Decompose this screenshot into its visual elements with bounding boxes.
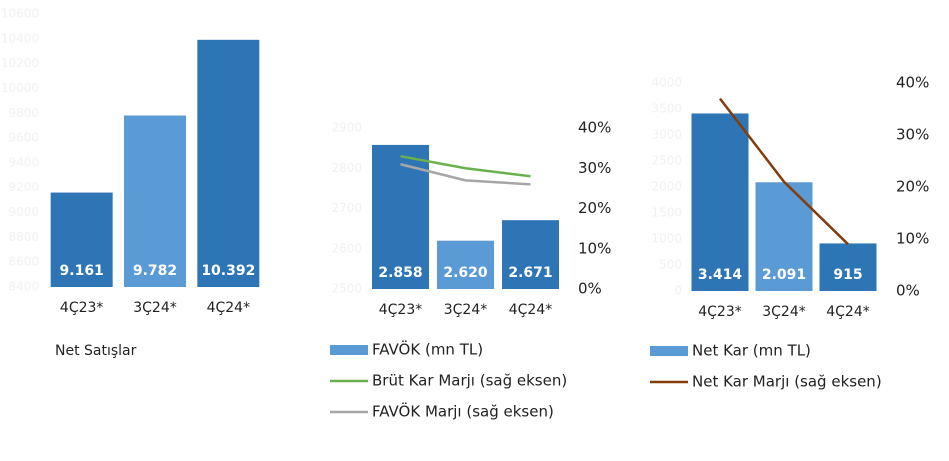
line <box>400 154 531 178</box>
x-tick-label: 4Ç24* <box>509 302 553 318</box>
legend-swatch <box>650 346 688 356</box>
value-label: 9.782 <box>133 263 177 279</box>
bar <box>502 220 559 289</box>
y2-tick-label: 20% <box>578 199 611 217</box>
y2-tick-label: 30% <box>578 159 611 177</box>
y2-tick-label: 10% <box>578 239 611 257</box>
value-label: 2.620 <box>443 265 488 281</box>
legend-label: Brüt Kar Marjı (sağ eksen) <box>372 372 567 390</box>
legend-swatch <box>330 345 368 355</box>
value-label: 2.858 <box>378 265 422 281</box>
x-tick-label: 4Ç24* <box>826 304 870 320</box>
legend-label: Net Kar Marjı (sağ eksen) <box>692 373 882 391</box>
y-tick-label: 4000 <box>651 76 682 90</box>
line <box>719 97 849 246</box>
x-tick-label: 4Ç23* <box>698 304 742 320</box>
y-tick-label: 10000 <box>1 81 39 95</box>
y-tick-label: 10200 <box>1 56 39 70</box>
y-tick-label: 9600 <box>8 131 39 145</box>
value-label: 3.414 <box>698 267 743 283</box>
chart-title: Net Satışlar <box>55 343 137 359</box>
bar <box>691 113 749 291</box>
x-tick-label: 4Ç23* <box>60 300 104 316</box>
y-tick-label: 2600 <box>331 241 362 255</box>
bar <box>50 192 113 287</box>
y2-tick-label: 0% <box>896 282 920 300</box>
y2-tick-label: 20% <box>896 178 929 196</box>
value-label: 2.091 <box>762 267 806 283</box>
x-tick-label: 3Ç24* <box>444 302 488 318</box>
y-tick-label: 8800 <box>8 230 39 244</box>
y2-tick-label: 10% <box>896 230 929 248</box>
bar <box>124 115 186 287</box>
y2-tick-label: 40% <box>578 119 611 137</box>
x-tick-label: 3Ç24* <box>762 304 806 320</box>
x-tick-label: 4Ç23* <box>379 302 423 318</box>
value-label: 2.671 <box>508 265 552 281</box>
y2-tick-label: 30% <box>896 126 929 144</box>
y-tick-label: 8600 <box>8 255 39 269</box>
y-tick-label: 9000 <box>8 205 39 219</box>
y-tick-label: 1000 <box>651 232 682 246</box>
bar <box>197 39 260 287</box>
y-tick-label: 2500 <box>651 154 682 168</box>
x-tick-label: 4Ç24* <box>207 300 251 316</box>
line <box>400 163 531 186</box>
y-tick-label: 500 <box>659 258 682 272</box>
y-tick-label: 2800 <box>331 161 362 175</box>
value-label: 915 <box>833 267 862 283</box>
legend-label: FAVÖK Marjı (sağ eksen) <box>372 402 554 421</box>
y-tick-label: 2900 <box>331 121 362 135</box>
y-tick-label: 9800 <box>8 106 39 120</box>
y-tick-label: 3000 <box>651 128 682 142</box>
bar <box>437 240 494 289</box>
bar <box>819 243 877 291</box>
y-tick-label: 10400 <box>1 31 39 45</box>
value-label: 10.392 <box>201 263 255 279</box>
y-tick-label: 2500 <box>331 282 362 296</box>
y-tick-label: 1500 <box>651 206 682 220</box>
legend-label: Net Kar (mn TL) <box>692 342 811 360</box>
y-tick-label: 8400 <box>8 280 39 294</box>
y-tick-label: 2700 <box>331 201 362 215</box>
y-tick-label: 3500 <box>651 102 682 116</box>
y2-tick-label: 0% <box>578 280 602 298</box>
y-tick-label: 9200 <box>8 180 39 194</box>
y2-tick-label: 40% <box>896 74 929 92</box>
legend-label: FAVÖK (mn TL) <box>372 340 483 359</box>
value-label: 9.161 <box>60 263 104 279</box>
y-tick-label: 2000 <box>651 180 682 194</box>
x-tick-label: 3Ç24* <box>133 300 177 316</box>
y-tick-label: 10600 <box>1 7 39 21</box>
y-tick-label: 0 <box>674 284 682 298</box>
y-tick-label: 9400 <box>8 155 39 169</box>
